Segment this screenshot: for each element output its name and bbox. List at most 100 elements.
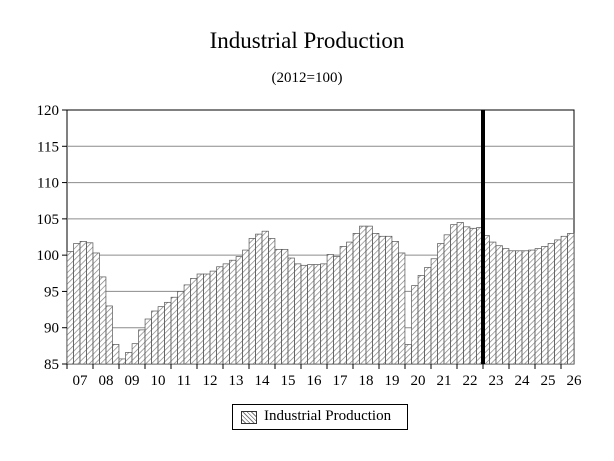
bar	[235, 256, 243, 365]
bar	[567, 233, 575, 365]
x-tick-label: 09	[125, 373, 140, 389]
bar	[320, 263, 328, 365]
bar	[196, 273, 204, 365]
bar	[177, 291, 185, 365]
x-tick-label: 17	[333, 373, 349, 389]
bar	[534, 248, 542, 365]
bar	[138, 329, 146, 365]
bar	[430, 258, 438, 365]
x-tick-label: 13	[229, 373, 244, 389]
bar	[118, 358, 126, 365]
bar	[216, 266, 224, 365]
bar	[86, 242, 94, 365]
bar	[255, 233, 263, 365]
bar	[125, 352, 133, 365]
bar	[112, 344, 120, 365]
bar	[66, 251, 74, 365]
bar	[190, 278, 198, 365]
bar	[554, 239, 562, 365]
x-tick-label: 18	[359, 373, 374, 389]
bar	[274, 248, 282, 365]
y-tick-label: 115	[37, 139, 59, 155]
y-tick-label: 100	[37, 248, 60, 264]
bar	[73, 243, 81, 365]
bar	[222, 263, 230, 365]
x-tick-label: 21	[437, 373, 452, 389]
y-axis: 85 90 95 100 105 110 115 120	[37, 103, 67, 373]
legend-label: Industrial Production	[264, 408, 392, 424]
bar	[469, 227, 477, 365]
bar	[437, 243, 445, 365]
x-tick-label: 12	[203, 373, 218, 389]
bar	[307, 264, 315, 365]
bar	[300, 264, 308, 365]
bar	[365, 225, 373, 365]
bar	[372, 233, 380, 365]
x-tick-label: 08	[99, 373, 114, 389]
bars	[66, 222, 575, 365]
bar	[541, 246, 549, 365]
bar	[391, 241, 399, 365]
bar	[268, 238, 276, 365]
x-tick-label: 14	[255, 373, 271, 389]
y-tick-label: 85	[44, 357, 59, 373]
chart-subtitle: (2012=100)	[271, 70, 343, 86]
bar	[229, 259, 237, 365]
bar	[170, 296, 178, 365]
x-tick-label: 26	[567, 373, 583, 389]
bar	[281, 248, 289, 365]
x-tick-label: 11	[177, 373, 191, 389]
bar	[528, 249, 536, 365]
bar	[287, 257, 295, 365]
bar	[450, 224, 458, 365]
y-tick-label: 90	[44, 321, 59, 337]
x-tick-label: 19	[385, 373, 400, 389]
bar	[157, 306, 165, 365]
x-tick-label: 16	[307, 373, 323, 389]
x-tick-label: 15	[281, 373, 296, 389]
y-tick-label: 110	[37, 176, 59, 192]
x-tick-label: 07	[73, 373, 89, 389]
bar	[144, 318, 152, 365]
bar	[378, 235, 386, 365]
bar	[203, 273, 211, 365]
bar	[502, 248, 510, 365]
bar	[339, 246, 347, 365]
bar	[560, 235, 568, 365]
bar	[463, 226, 471, 365]
bar	[92, 252, 100, 365]
bar	[248, 238, 256, 365]
bar	[521, 250, 529, 365]
bar	[385, 235, 393, 365]
bar	[151, 310, 159, 365]
x-tick-label: 20	[411, 373, 426, 389]
bar	[404, 344, 412, 365]
bar	[261, 230, 269, 365]
x-tick-label: 25	[541, 373, 556, 389]
x-axis: 07 08 09 10 11 12 13 14 15 16 17 18 19 20 21 22 23 24 25 26	[66, 364, 583, 389]
bar	[547, 243, 555, 365]
bar	[495, 245, 503, 365]
bar	[294, 263, 302, 365]
legend-swatch	[241, 411, 257, 424]
bar	[313, 264, 321, 365]
bar	[417, 275, 425, 365]
bar	[183, 284, 191, 365]
chart-title: Industrial Production	[209, 28, 405, 53]
bar	[398, 252, 406, 365]
bar	[515, 250, 523, 365]
y-tick-label: 105	[37, 212, 60, 228]
bar	[99, 276, 107, 365]
bar	[508, 250, 516, 365]
x-tick-label: 23	[489, 373, 504, 389]
bar	[131, 343, 139, 365]
bar	[164, 301, 172, 365]
bar	[411, 285, 419, 365]
x-tick-label: 10	[151, 373, 166, 389]
x-tick-label: 24	[515, 373, 531, 389]
bar	[443, 234, 451, 365]
bar	[424, 267, 432, 365]
bar	[209, 270, 217, 365]
bar	[359, 225, 367, 365]
